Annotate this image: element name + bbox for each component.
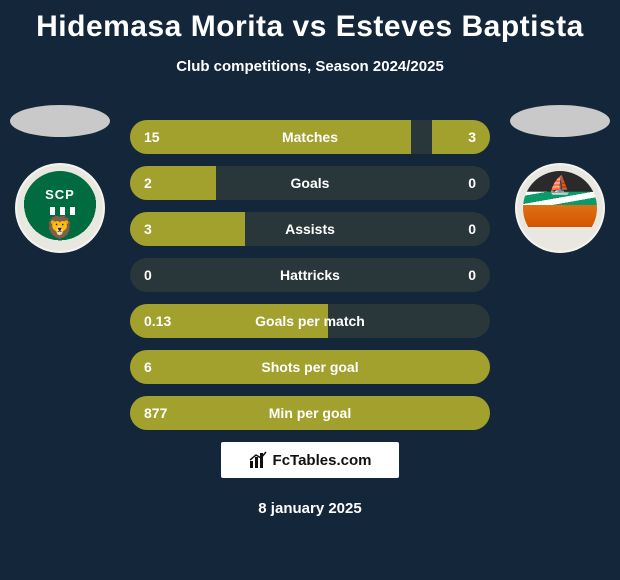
comparison-card: Hidemasa Morita vs Esteves Baptista Club… (0, 0, 620, 580)
lion-icon: 🦁 (23, 215, 97, 241)
boat-icon: ⛵ (523, 175, 597, 196)
stat-label: Hattricks (130, 267, 490, 283)
stat-row: 0.13Goals per match (130, 304, 490, 338)
player1-column: SCP 🦁 (10, 105, 110, 253)
chart-icon (249, 451, 267, 469)
player2-head-icon (510, 105, 610, 137)
stat-row: 6Shots per goal (130, 350, 490, 384)
stat-label: Shots per goal (130, 359, 490, 375)
player2-column: ⛵ (510, 105, 610, 253)
crest-label: SCP (23, 187, 97, 202)
stat-label: Matches (130, 129, 490, 145)
player1-club-crest: SCP 🦁 (15, 163, 105, 253)
subtitle: Club competitions, Season 2024/2025 (0, 58, 620, 75)
stat-row: 00Hattricks (130, 258, 490, 292)
site-name: FcTables.com (273, 452, 372, 469)
stat-label: Assists (130, 221, 490, 237)
stat-label: Goals per match (130, 313, 490, 329)
page-title: Hidemasa Morita vs Esteves Baptista (0, 0, 620, 44)
stat-row: 30Assists (130, 212, 490, 246)
stat-label: Goals (130, 175, 490, 191)
site-logo[interactable]: FcTables.com (221, 442, 399, 478)
date: 8 january 2025 (0, 500, 620, 517)
stats-list: 153Matches 20Goals 30Assists 00Hattricks 0.1… (130, 120, 490, 442)
stat-label: Min per goal (130, 405, 490, 421)
player1-head-icon (10, 105, 110, 137)
player2-club-crest: ⛵ (515, 163, 605, 253)
stat-row: 153Matches (130, 120, 490, 154)
stat-row: 877Min per goal (130, 396, 490, 430)
stat-row: 20Goals (130, 166, 490, 200)
